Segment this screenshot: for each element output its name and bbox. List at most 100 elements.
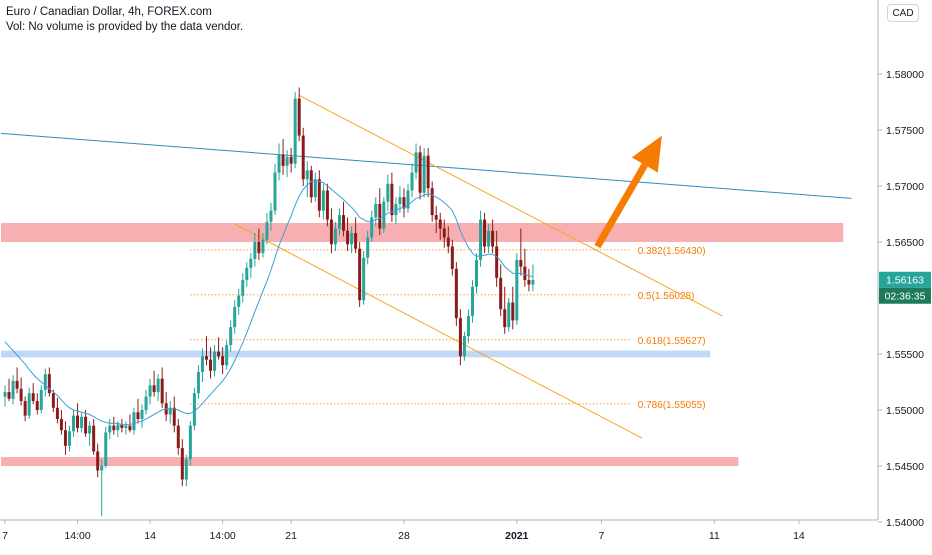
candle bbox=[458, 309, 462, 366]
candle-body bbox=[362, 257, 366, 301]
candle-body bbox=[382, 201, 386, 229]
candle-body bbox=[132, 412, 136, 431]
candle bbox=[466, 309, 470, 343]
candle-body bbox=[446, 237, 450, 247]
chart-title: Euro / Canadian Dollar, 4h, FOREX.com bbox=[6, 6, 212, 18]
candle-body bbox=[108, 425, 112, 433]
candle bbox=[483, 212, 487, 254]
candle-body bbox=[3, 392, 7, 397]
candle-body bbox=[104, 432, 108, 466]
candle-body bbox=[156, 378, 160, 393]
time-tick-label: 7 bbox=[2, 530, 8, 542]
candle-body bbox=[27, 393, 31, 416]
candle-body bbox=[200, 356, 204, 372]
candle bbox=[418, 145, 422, 200]
candle-body bbox=[354, 233, 358, 249]
candle bbox=[434, 206, 438, 234]
candle-body bbox=[136, 412, 140, 419]
candle-body bbox=[342, 215, 346, 231]
trendline bbox=[0, 132, 852, 199]
currency-label[interactable]: CAD bbox=[887, 4, 919, 22]
candle-body bbox=[450, 246, 454, 269]
candles bbox=[3, 87, 535, 517]
candle bbox=[313, 172, 317, 202]
candle-body bbox=[76, 415, 80, 428]
candle-body bbox=[350, 233, 354, 245]
candle bbox=[104, 426, 108, 469]
candle-body bbox=[293, 98, 297, 164]
candle bbox=[277, 143, 281, 181]
candle-body bbox=[483, 219, 487, 247]
candle bbox=[354, 217, 358, 254]
candle bbox=[301, 127, 305, 186]
candle bbox=[200, 348, 204, 382]
candle-body bbox=[225, 345, 229, 366]
candle bbox=[124, 421, 128, 435]
price-tick-label: 1.57500 bbox=[886, 125, 924, 137]
candle-body bbox=[51, 393, 55, 408]
candle bbox=[495, 230, 499, 287]
candle-body bbox=[249, 258, 253, 268]
candle bbox=[410, 163, 414, 198]
candle-body bbox=[144, 396, 148, 410]
candle-body bbox=[511, 302, 515, 321]
candle-body bbox=[499, 277, 503, 310]
time-tick-label: 7 bbox=[599, 530, 605, 542]
candle-body bbox=[140, 410, 144, 419]
candle bbox=[386, 174, 390, 211]
candle bbox=[406, 183, 410, 213]
candle bbox=[43, 368, 47, 397]
candle bbox=[362, 250, 366, 305]
candle-body bbox=[406, 190, 410, 209]
candle-body bbox=[454, 268, 458, 319]
candle bbox=[196, 365, 200, 399]
candle-body bbox=[313, 179, 317, 198]
projection-arrow-shaft bbox=[594, 163, 648, 249]
candle-body bbox=[15, 380, 19, 389]
time-tick-label: 14 bbox=[793, 530, 805, 542]
candle-body bbox=[426, 155, 430, 189]
candle-body bbox=[112, 425, 116, 431]
candle-body bbox=[438, 219, 442, 229]
candle bbox=[337, 208, 341, 236]
fib-level-label: 0.786(1.55055) bbox=[638, 400, 706, 411]
candle-body bbox=[475, 259, 479, 287]
candle bbox=[269, 202, 273, 231]
candle bbox=[511, 286, 515, 330]
projection-arrow-head bbox=[631, 135, 662, 173]
candle-body bbox=[213, 351, 217, 371]
candle bbox=[72, 410, 76, 437]
candle-body bbox=[120, 424, 124, 428]
candle bbox=[462, 331, 466, 361]
candle-body bbox=[386, 183, 390, 202]
candle-body bbox=[402, 197, 406, 209]
candle-body bbox=[59, 418, 63, 431]
candle bbox=[273, 163, 277, 216]
candle bbox=[305, 161, 309, 198]
candle-body bbox=[221, 356, 225, 366]
candle bbox=[454, 262, 458, 326]
candle bbox=[112, 416, 116, 435]
candle bbox=[35, 393, 39, 415]
candle-body bbox=[205, 356, 208, 360]
candle bbox=[382, 197, 386, 234]
candle bbox=[487, 224, 491, 254]
fib-level-label: 0.5(1.56028) bbox=[638, 291, 695, 302]
candle bbox=[350, 226, 354, 254]
price-tick-label: 1.55000 bbox=[886, 405, 924, 417]
candle bbox=[47, 367, 51, 397]
candle-body bbox=[43, 374, 47, 390]
candle bbox=[55, 397, 59, 424]
candle bbox=[225, 340, 229, 370]
current-price-label: 1.56163 bbox=[886, 275, 924, 287]
candle-body bbox=[487, 230, 491, 247]
candle bbox=[438, 212, 442, 240]
candle bbox=[297, 87, 301, 142]
candle bbox=[491, 219, 495, 254]
price-tick-label: 1.58000 bbox=[886, 69, 924, 81]
candle bbox=[265, 212, 269, 245]
candle-body bbox=[168, 407, 172, 415]
candle-body bbox=[325, 190, 329, 220]
